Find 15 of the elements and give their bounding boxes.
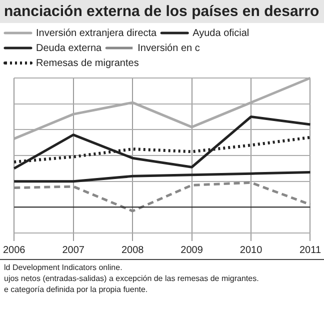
- chart-title: nanciación externa de los países en desarro: [0, 0, 324, 23]
- x-tick-label: 2009: [180, 244, 204, 256]
- legend-label: Remesas de migrantes: [36, 58, 139, 69]
- x-tick-label: 2011: [299, 244, 322, 256]
- x-tick-label: 2006: [3, 244, 26, 256]
- text: ld Development Indicators online.: [4, 262, 124, 273]
- x-tick-label: 2007: [62, 244, 85, 256]
- text: e categoría definida por la propia fuente.: [4, 284, 149, 295]
- text: ujos netos (entradas-salidas) a excepción de las remesas de migrantes.: [4, 273, 260, 284]
- legend-label: Deuda externa: [36, 42, 102, 54]
- x-tick-label: 2008: [121, 244, 144, 256]
- legend-label: Ayuda oficial: [192, 28, 250, 39]
- x-tick-label: 2010: [240, 244, 263, 256]
- legend-label: Inversión en c: [138, 42, 200, 54]
- legend-label: Inversión extranjera directa: [36, 28, 158, 39]
